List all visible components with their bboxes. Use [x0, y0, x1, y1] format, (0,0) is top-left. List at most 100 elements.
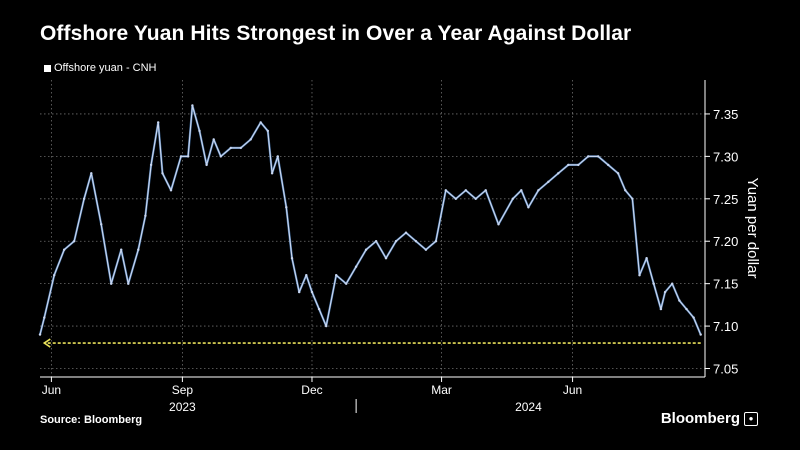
data-point	[424, 248, 428, 251]
data-point	[186, 155, 190, 158]
data-point	[547, 180, 550, 183]
x-tick-label: Mar	[431, 383, 452, 397]
y-tick-label: 7.25	[713, 192, 738, 207]
data-point	[464, 189, 467, 192]
y-tick-label: 7.30	[713, 149, 738, 164]
series-line	[39, 104, 702, 335]
data-point	[191, 104, 194, 107]
data-point	[38, 333, 42, 336]
data-point	[527, 206, 530, 209]
data-point	[624, 189, 627, 192]
series-group	[38, 104, 702, 336]
x-tick-label: Dec	[301, 383, 322, 397]
legend-label: Offshore yuan - CNH	[54, 62, 157, 74]
data-point	[645, 257, 648, 260]
data-point	[110, 282, 113, 285]
data-point	[82, 197, 86, 200]
data-point	[219, 155, 222, 158]
data-point	[567, 163, 570, 167]
data-point	[179, 155, 183, 158]
data-point	[270, 172, 274, 175]
x-tick-label: Jun	[42, 383, 61, 397]
y-tick-label: 7.20	[713, 234, 738, 249]
annotation-group	[42, 338, 701, 348]
data-point	[484, 189, 487, 192]
data-point	[652, 282, 655, 285]
data-point	[161, 172, 164, 175]
data-point	[394, 240, 398, 243]
data-point	[127, 282, 130, 285]
data-point	[266, 129, 269, 133]
data-point	[685, 307, 688, 311]
x-tick-label: Sep	[172, 383, 194, 397]
data-point	[616, 172, 620, 175]
axis-group: 7.05 7.10 7.15 7.20 7.25 7.30 7.35 Jun Sep Dec Mar…	[40, 80, 738, 414]
data-point	[335, 274, 338, 277]
brand-name: Bloomberg	[660, 410, 740, 427]
data-point	[298, 290, 301, 294]
data-point	[317, 307, 321, 311]
data-point	[454, 197, 457, 200]
y-tick-label: 7.15	[713, 277, 738, 292]
data-point	[374, 240, 378, 243]
data-point	[434, 240, 438, 243]
data-point	[659, 307, 663, 311]
data-point	[249, 138, 252, 141]
data-point	[100, 223, 103, 226]
data-point	[497, 223, 500, 226]
data-point	[144, 214, 147, 217]
data-point	[62, 248, 66, 251]
data-point	[597, 155, 600, 158]
data-point	[53, 274, 56, 277]
y-axis-label: Yuan per dollar	[744, 178, 761, 279]
series-line-shadow	[38, 104, 702, 336]
data-point	[290, 257, 294, 260]
data-point	[90, 172, 93, 175]
data-point	[169, 189, 173, 192]
legend-swatch	[44, 64, 51, 72]
year-label: 2024	[515, 400, 542, 414]
data-point	[384, 257, 388, 260]
data-point	[212, 138, 215, 141]
data-point	[239, 146, 242, 150]
data-point	[149, 163, 153, 167]
data-point	[354, 265, 358, 268]
data-point	[557, 172, 560, 175]
brand-logo: Bloomberg ●	[661, 410, 758, 427]
data-point	[205, 163, 208, 167]
x-tick-label: Jun	[563, 383, 582, 397]
data-point	[364, 248, 368, 251]
data-point	[692, 316, 695, 319]
data-point	[607, 163, 610, 167]
data-point	[520, 189, 523, 192]
data-point	[631, 197, 634, 200]
data-point	[43, 316, 46, 319]
y-tick-label: 7.35	[713, 107, 738, 122]
data-point	[511, 197, 514, 200]
data-point	[229, 146, 232, 150]
legend: Offshore yuan - CNH	[44, 62, 157, 74]
data-point	[276, 155, 279, 158]
annotation-arrowhead	[42, 338, 51, 348]
data-point	[73, 240, 76, 243]
data-point	[678, 299, 681, 302]
data-point	[137, 248, 140, 251]
y-tick-label: 7.10	[713, 319, 738, 334]
data-point	[474, 197, 477, 200]
data-point	[404, 231, 408, 234]
data-point	[120, 248, 123, 251]
bloomberg-icon: ●	[744, 411, 758, 426]
chart-title: Offshore Yuan Hits Strongest in Over a Y…	[40, 22, 632, 45]
data-point	[285, 206, 288, 209]
source-note: Source: Bloomberg	[40, 414, 143, 426]
data-point	[671, 282, 674, 285]
data-point	[638, 274, 641, 277]
y-tick-label: 7.05	[713, 362, 738, 377]
data-point	[305, 274, 308, 277]
data-point	[345, 282, 348, 285]
year-label: 2023	[169, 400, 196, 414]
data-point	[414, 240, 418, 243]
data-point	[699, 333, 702, 336]
data-point	[259, 121, 262, 124]
